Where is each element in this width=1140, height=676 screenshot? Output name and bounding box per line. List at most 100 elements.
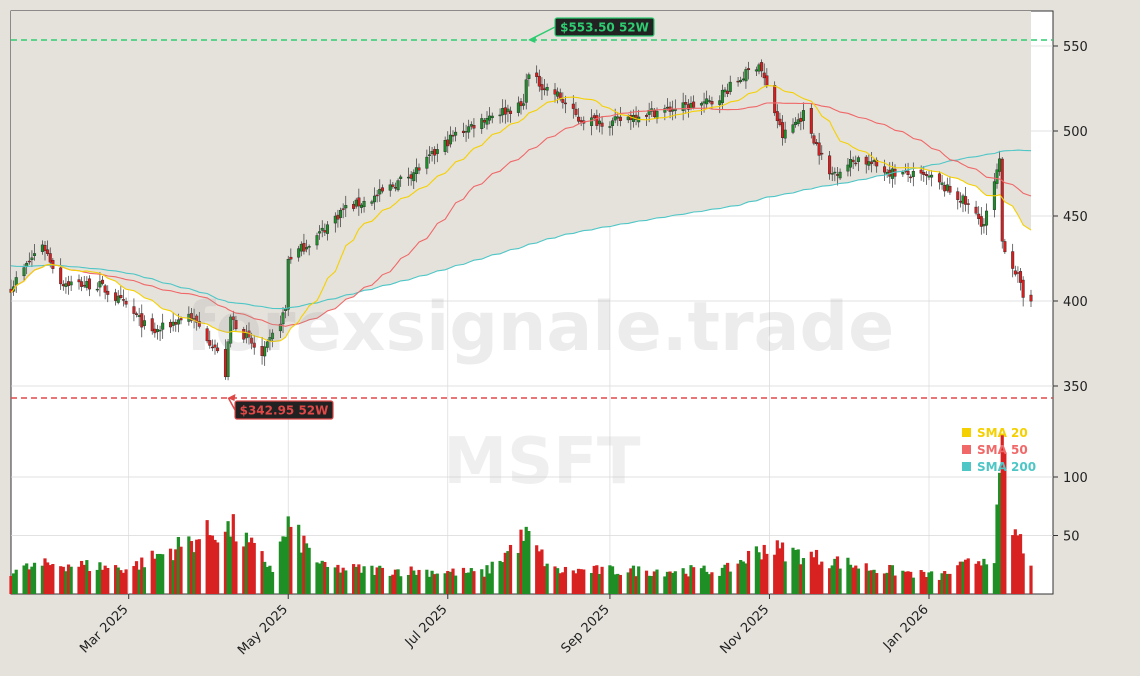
candle-body xyxy=(579,120,583,123)
volume-bar xyxy=(435,573,439,594)
date-tick-label: Jul 2025 xyxy=(402,602,451,651)
candle-body xyxy=(299,243,303,252)
volume-bar xyxy=(961,561,965,594)
candle-body xyxy=(689,102,693,109)
volume-bar xyxy=(720,567,724,594)
candle-body xyxy=(433,149,437,156)
candle-body xyxy=(977,213,981,219)
volume-bar xyxy=(27,569,31,594)
candle-body xyxy=(412,172,416,182)
volume-bar xyxy=(984,564,989,594)
volume-bar xyxy=(357,564,361,594)
sma-200-line xyxy=(10,149,1032,310)
legend-swatch xyxy=(962,428,971,437)
volume-bar xyxy=(247,542,251,594)
volume-bar xyxy=(469,568,473,594)
volume-bar xyxy=(545,563,549,594)
candle-body xyxy=(443,139,447,152)
volume-bar xyxy=(833,558,837,594)
volume-bar xyxy=(323,561,327,594)
volume-bar xyxy=(59,566,63,594)
volume-bar xyxy=(336,564,340,594)
candle-body xyxy=(318,231,322,234)
volume-bar xyxy=(702,565,706,594)
volume-bar xyxy=(1013,529,1017,594)
candle-body xyxy=(195,315,199,323)
candle-body xyxy=(213,344,217,348)
candle-body xyxy=(155,329,159,332)
candle-body xyxy=(393,187,397,189)
volume-bar xyxy=(344,570,348,594)
candle-body xyxy=(762,72,766,79)
watermark-text: forexsignale.trade xyxy=(186,288,895,367)
candle-body xyxy=(765,75,769,86)
volume-bar xyxy=(354,566,358,594)
volume-bar xyxy=(556,568,560,594)
volume-bar xyxy=(179,546,183,594)
candle-body xyxy=(956,191,960,200)
candle-body xyxy=(945,184,949,191)
candle-body xyxy=(571,103,575,109)
candle-body xyxy=(812,135,816,144)
volume-bar xyxy=(231,514,235,594)
candle-body xyxy=(278,323,282,332)
callouts: $553.50 52W $342.95 52W xyxy=(227,17,655,420)
candle-body xyxy=(1021,279,1025,298)
volume-bar xyxy=(427,576,432,594)
volume-bar xyxy=(393,569,398,594)
volume-bar xyxy=(726,562,730,594)
candle-body xyxy=(974,206,978,214)
candle-body xyxy=(46,249,50,254)
candle-body xyxy=(323,230,327,233)
volume-bar xyxy=(744,563,748,594)
volume-axis: 50 100 xyxy=(1053,471,1088,545)
candle-body xyxy=(509,110,513,114)
candle-body xyxy=(545,87,549,91)
volume-bar xyxy=(681,568,685,594)
volume-bar xyxy=(668,571,672,594)
candle-body xyxy=(302,242,306,252)
candle-body xyxy=(325,224,329,234)
candle-body xyxy=(250,337,254,344)
candle-body xyxy=(467,126,471,133)
volume-bar xyxy=(205,520,209,594)
volume-bar xyxy=(82,564,86,594)
candle-body xyxy=(830,173,834,175)
candle-body xyxy=(710,100,714,105)
volume-bar xyxy=(412,570,416,594)
sma-20-line xyxy=(10,85,1032,343)
legend-swatch xyxy=(962,462,971,471)
volume-bar xyxy=(592,565,596,594)
volume-bar xyxy=(85,560,89,594)
candle-body xyxy=(856,157,860,162)
candle-body xyxy=(883,166,887,173)
candle-body xyxy=(671,109,675,112)
volume-bar xyxy=(888,564,892,594)
volume-bar xyxy=(278,541,282,594)
volume-bar xyxy=(467,572,471,594)
volume-bar xyxy=(746,550,751,594)
volume-bar xyxy=(64,571,68,594)
volume-bar xyxy=(289,526,293,594)
volume-bar xyxy=(637,566,641,594)
candle-body xyxy=(535,72,539,77)
candle-body xyxy=(516,102,520,113)
candle-body xyxy=(488,115,492,121)
volume-bar xyxy=(30,566,34,594)
volume-bar xyxy=(252,542,256,594)
candle-body xyxy=(137,315,141,317)
volume-bar xyxy=(12,573,16,594)
volume-bar xyxy=(890,565,894,594)
volume-bar xyxy=(506,551,510,594)
candle-body xyxy=(451,134,455,137)
volume-bar xyxy=(244,532,248,594)
volume-bar xyxy=(1003,452,1007,594)
volume-bar xyxy=(61,566,65,594)
volume-bar xyxy=(284,536,288,594)
candle-body xyxy=(446,139,450,147)
candle-body xyxy=(142,320,146,326)
candle-body xyxy=(461,130,465,134)
volume-bar xyxy=(46,562,50,594)
candle-body xyxy=(59,267,63,285)
volume-bar xyxy=(124,569,128,594)
